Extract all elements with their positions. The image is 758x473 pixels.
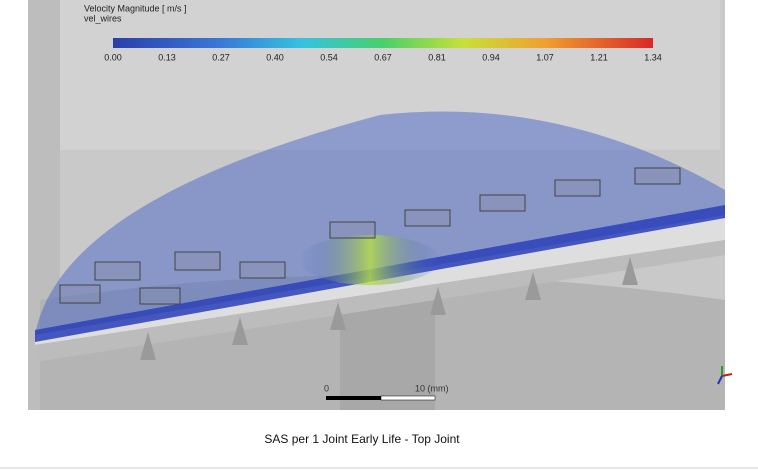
scale-bar: 0 10 (mm) [324, 383, 449, 401]
axis-triad [717, 366, 733, 385]
baffles [59, 167, 681, 305]
colorbar-tick-label: 0.40 [266, 52, 284, 62]
colorbar-tick-label: 0.13 [158, 52, 176, 62]
legend-variable: vel_wires [84, 13, 122, 23]
velocity-dome [35, 111, 725, 336]
colorbar-tick-label: 0.54 [320, 52, 338, 62]
colorbar-tick-label: 0.27 [212, 52, 230, 62]
scale-bar-light [380, 395, 436, 401]
scale-bar-dark [326, 396, 381, 400]
hot-spot [300, 235, 440, 285]
render [28, 0, 733, 410]
legend-title: Velocity Magnitude [ m/s ] [84, 3, 187, 13]
colorbar-tick-label: 0.94 [482, 52, 500, 62]
scale-bar-start: 0 [324, 383, 329, 393]
colorbar-tick-label: 1.34 [644, 52, 662, 62]
platform-edge [35, 240, 725, 362]
legend: Velocity Magnitude [ m/s ] vel_wires 0.0… [84, 3, 662, 62]
colorbar [113, 38, 653, 48]
colorbar-ticks: 0.00 0.13 0.27 0.40 0.54 0.67 0.81 0.94 1.07 1.21… [104, 52, 662, 62]
colorbar-tick-label: 0.67 [374, 52, 392, 62]
colorbar-tick-label: 1.07 [536, 52, 554, 62]
wall [60, 0, 720, 150]
shaft [340, 300, 435, 410]
scale-bar-end: 10 (mm) [415, 383, 449, 393]
colorbar-tick-label: 0.81 [428, 52, 446, 62]
colorbar-tick-label: 0.00 [104, 52, 122, 62]
caption: SAS per 1 Joint Early Life - Top Joint [264, 432, 460, 446]
colorbar-tick-label: 1.21 [590, 52, 608, 62]
supports [140, 257, 638, 360]
